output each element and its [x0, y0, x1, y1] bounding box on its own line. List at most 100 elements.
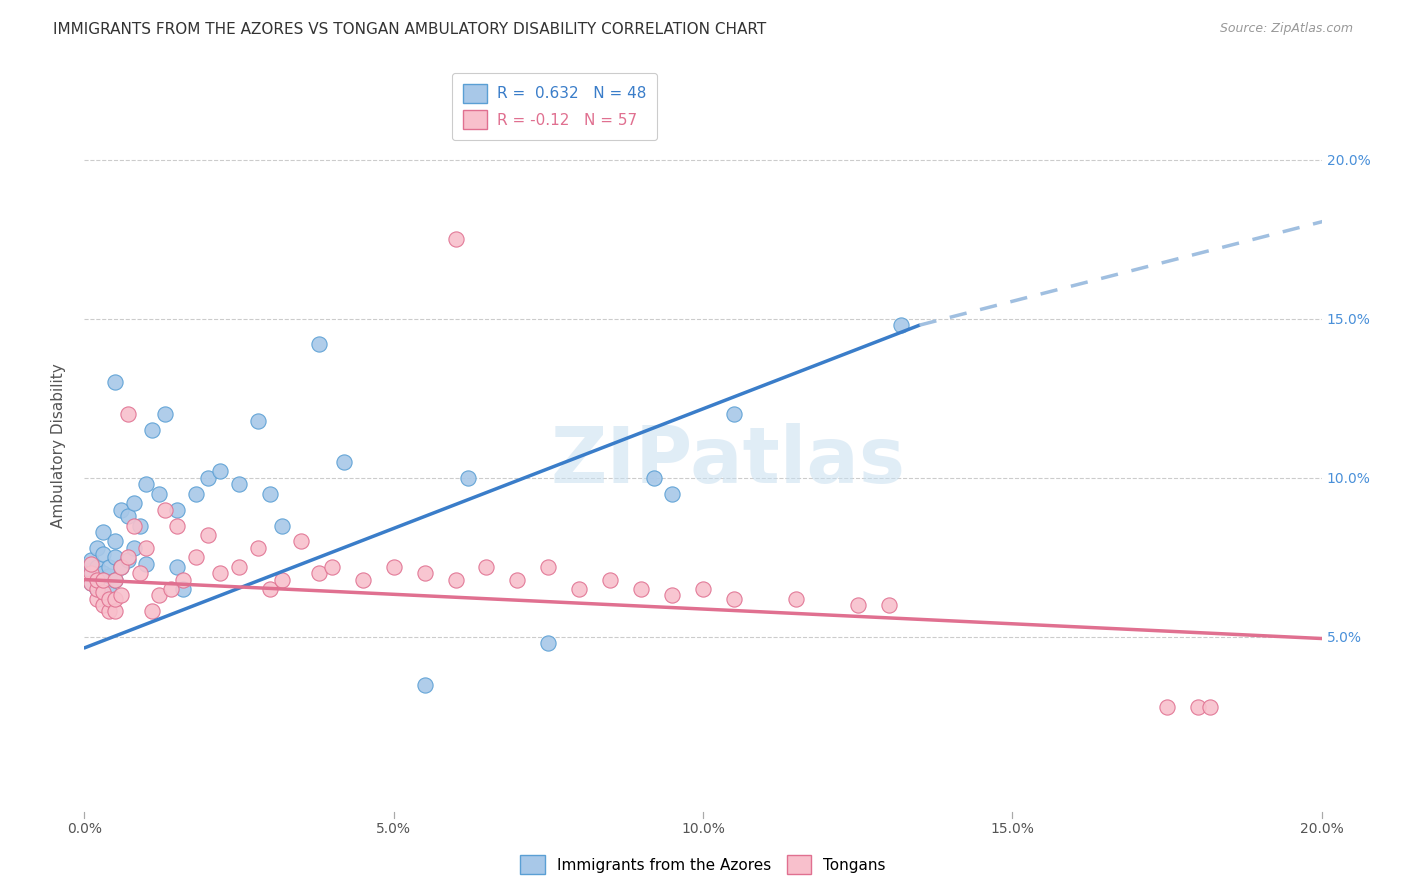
Point	[209, 465, 232, 479]
Point	[91, 573, 114, 587]
Point	[122, 541, 145, 555]
Point	[568, 582, 591, 596]
Point	[135, 477, 157, 491]
Point	[91, 598, 114, 612]
Point	[141, 423, 163, 437]
Point	[1156, 699, 1178, 714]
Point	[135, 541, 157, 555]
Point	[110, 502, 132, 516]
Point	[79, 575, 101, 590]
Point	[104, 550, 127, 565]
Point	[104, 534, 127, 549]
Point	[153, 502, 176, 516]
Point	[785, 591, 807, 606]
Point	[1199, 699, 1222, 714]
Y-axis label: Ambulatory Disability: Ambulatory Disability	[51, 364, 66, 528]
Point	[352, 573, 374, 587]
Point	[413, 677, 436, 691]
Point	[91, 524, 114, 539]
Point	[271, 518, 294, 533]
Point	[117, 550, 139, 565]
Point	[197, 471, 219, 485]
Point	[86, 559, 108, 574]
Point	[209, 566, 232, 581]
Point	[321, 559, 343, 574]
Text: Source: ZipAtlas.com: Source: ZipAtlas.com	[1219, 22, 1353, 36]
Point	[661, 486, 683, 500]
Point	[86, 582, 108, 596]
Point	[148, 486, 170, 500]
Point	[308, 566, 330, 581]
Point	[692, 582, 714, 596]
Point	[122, 518, 145, 533]
Point	[122, 496, 145, 510]
Point	[166, 502, 188, 516]
Point	[271, 573, 294, 587]
Point	[104, 376, 127, 390]
Point	[91, 547, 114, 561]
Point	[333, 455, 356, 469]
Point	[166, 518, 188, 533]
Point	[91, 566, 114, 581]
Point	[98, 569, 121, 583]
Point	[129, 566, 152, 581]
Legend: Immigrants from the Azores, Tongans: Immigrants from the Azores, Tongans	[515, 849, 891, 880]
Point	[246, 413, 269, 427]
Point	[79, 563, 101, 577]
Point	[723, 407, 745, 421]
Point	[104, 591, 127, 606]
Point	[98, 591, 121, 606]
Point	[890, 318, 912, 333]
Point	[413, 566, 436, 581]
Point	[444, 573, 467, 587]
Point	[166, 559, 188, 574]
Point	[117, 508, 139, 523]
Point	[537, 559, 560, 574]
Point	[475, 559, 498, 574]
Point	[141, 604, 163, 618]
Point	[104, 573, 127, 587]
Point	[444, 232, 467, 246]
Point	[129, 518, 152, 533]
Point	[110, 559, 132, 574]
Point	[877, 598, 900, 612]
Point	[79, 566, 101, 581]
Point	[308, 337, 330, 351]
Point	[723, 591, 745, 606]
Point	[86, 541, 108, 555]
Point	[599, 573, 621, 587]
Point	[184, 486, 207, 500]
Legend: R =  0.632   N = 48, R = -0.12   N = 57: R = 0.632 N = 48, R = -0.12 N = 57	[453, 73, 657, 139]
Point	[153, 407, 176, 421]
Point	[79, 557, 101, 571]
Point	[91, 585, 114, 599]
Point	[228, 559, 250, 574]
Point	[172, 582, 194, 596]
Point	[86, 582, 108, 596]
Point	[228, 477, 250, 491]
Point	[117, 407, 139, 421]
Point	[172, 573, 194, 587]
Point	[86, 591, 108, 606]
Point	[79, 575, 101, 590]
Point	[86, 573, 108, 587]
Point	[98, 604, 121, 618]
Point	[259, 582, 281, 596]
Point	[110, 589, 132, 603]
Point	[457, 471, 479, 485]
Point	[197, 528, 219, 542]
Point	[148, 589, 170, 603]
Point	[661, 589, 683, 603]
Point	[382, 559, 405, 574]
Point	[506, 573, 529, 587]
Point	[135, 557, 157, 571]
Point	[160, 582, 183, 596]
Text: ZIPatlas: ZIPatlas	[550, 423, 905, 499]
Text: IMMIGRANTS FROM THE AZORES VS TONGAN AMBULATORY DISABILITY CORRELATION CHART: IMMIGRANTS FROM THE AZORES VS TONGAN AMB…	[53, 22, 766, 37]
Point	[184, 550, 207, 565]
Point	[290, 534, 312, 549]
Point	[79, 553, 101, 567]
Point	[104, 604, 127, 618]
Point	[110, 559, 132, 574]
Point	[98, 585, 121, 599]
